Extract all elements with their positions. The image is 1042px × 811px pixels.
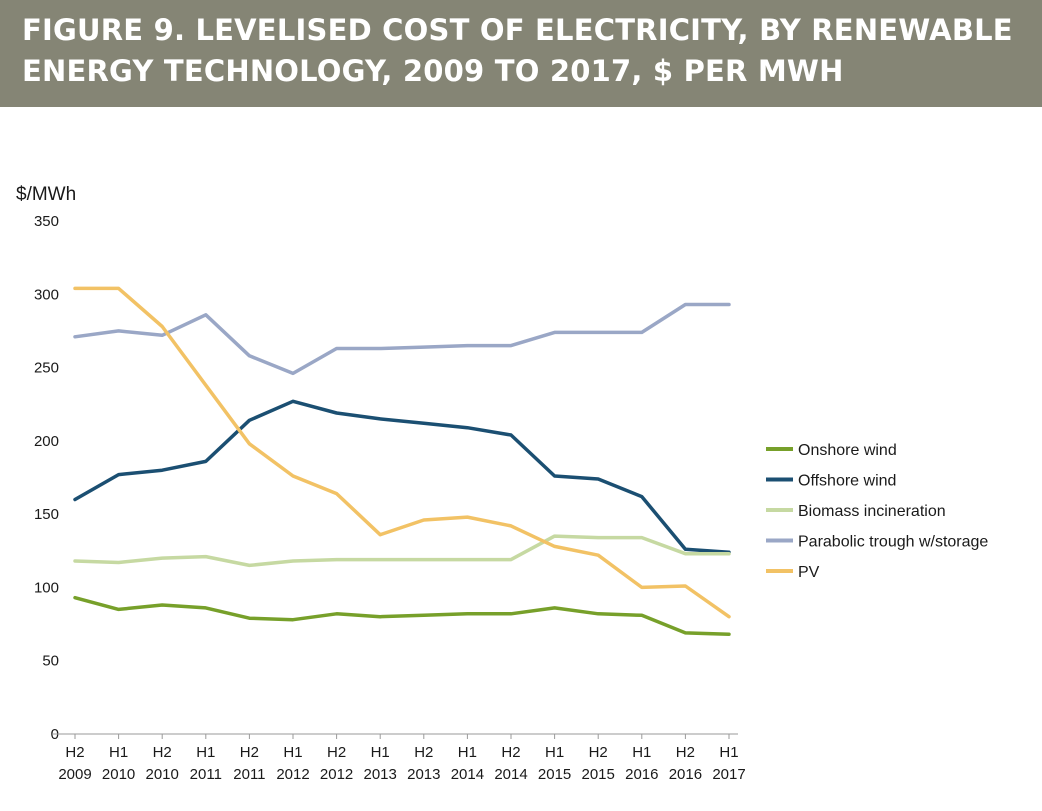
x-tick-label-year: 2015: [582, 766, 615, 783]
y-tick-label: 150: [34, 506, 59, 523]
x-tick-label-year: 2012: [320, 766, 353, 783]
x-tick-label-year: 2011: [233, 766, 265, 783]
x-tick-label-year: 2016: [669, 766, 702, 783]
figure-title-line-2: ENERGY TECHNOLOGY, 2009 TO 2017, $ PER M…: [22, 54, 844, 88]
x-tick-label-year: 2014: [494, 766, 527, 783]
x-tick-label-year: 2012: [276, 766, 309, 783]
x-tick-label-half: H2: [327, 744, 346, 761]
x-tick-label-half: H1: [632, 744, 651, 761]
y-tick-label: 100: [34, 579, 59, 596]
y-tick-label: 50: [42, 653, 59, 670]
legend-label-onshore-wind: Onshore wind: [798, 442, 897, 459]
x-tick-label-year: 2009: [58, 766, 91, 783]
x-tick-label-year: 2015: [538, 766, 571, 783]
x-tick-label-half: H1: [545, 744, 564, 761]
y-tick-label: 200: [34, 433, 59, 450]
figure-header: FIGURE 9. LEVELISED COST OF ELECTRICITY,…: [0, 0, 1042, 107]
x-tick-label-year: 2017: [712, 766, 745, 783]
y-tick-label: 300: [34, 286, 59, 303]
x-tick-label-year: 2013: [364, 766, 397, 783]
series-line-onshore-wind: [73, 595, 731, 637]
x-tick-label-year: 2014: [451, 766, 484, 783]
x-tick-label-half: H2: [65, 744, 84, 761]
x-tick-label-half: H1: [371, 744, 390, 761]
x-tick-label-year: 2016: [625, 766, 658, 783]
legend-label-pv: PV: [798, 564, 820, 581]
series-line-biomass-incineration: [73, 534, 731, 568]
x-tick-label-half: H2: [501, 744, 520, 761]
x-tick-label-half: H2: [240, 744, 259, 761]
x-tick-label-half: H1: [719, 744, 738, 761]
legend-label-parabolic-trough-w-storage: Parabolic trough w/storage: [798, 534, 988, 551]
x-tick-label-half: H2: [589, 744, 608, 761]
y-axis-label: $/MWh: [16, 184, 77, 205]
x-tick-label-half: H2: [676, 744, 695, 761]
series-line-parabolic-trough-w-storage: [73, 302, 731, 376]
series-line-pv: [73, 286, 731, 619]
x-tick-label-year: 2010: [146, 766, 179, 783]
x-tick-label-year: 2010: [102, 766, 135, 783]
x-tick-label-half: H1: [283, 744, 302, 761]
x-tick-label-half: H2: [414, 744, 433, 761]
x-tick-label-half: H1: [196, 744, 215, 761]
figure-title-line-1: FIGURE 9. LEVELISED COST OF ELECTRICITY,…: [22, 13, 1013, 47]
y-tick-label: 250: [34, 360, 59, 377]
series-line-offshore-wind: [73, 399, 731, 555]
legend-label-offshore-wind: Offshore wind: [798, 473, 896, 490]
x-tick-label-half: H1: [458, 744, 477, 761]
x-tick-label-half: H1: [109, 744, 128, 761]
x-tick-label-year: 2013: [407, 766, 440, 783]
y-tick-label: 350: [34, 213, 59, 230]
x-tick-label-half: H2: [153, 744, 172, 761]
legend-label-biomass-incineration: Biomass incineration: [798, 503, 946, 520]
x-tick-label-year: 2011: [190, 766, 222, 783]
